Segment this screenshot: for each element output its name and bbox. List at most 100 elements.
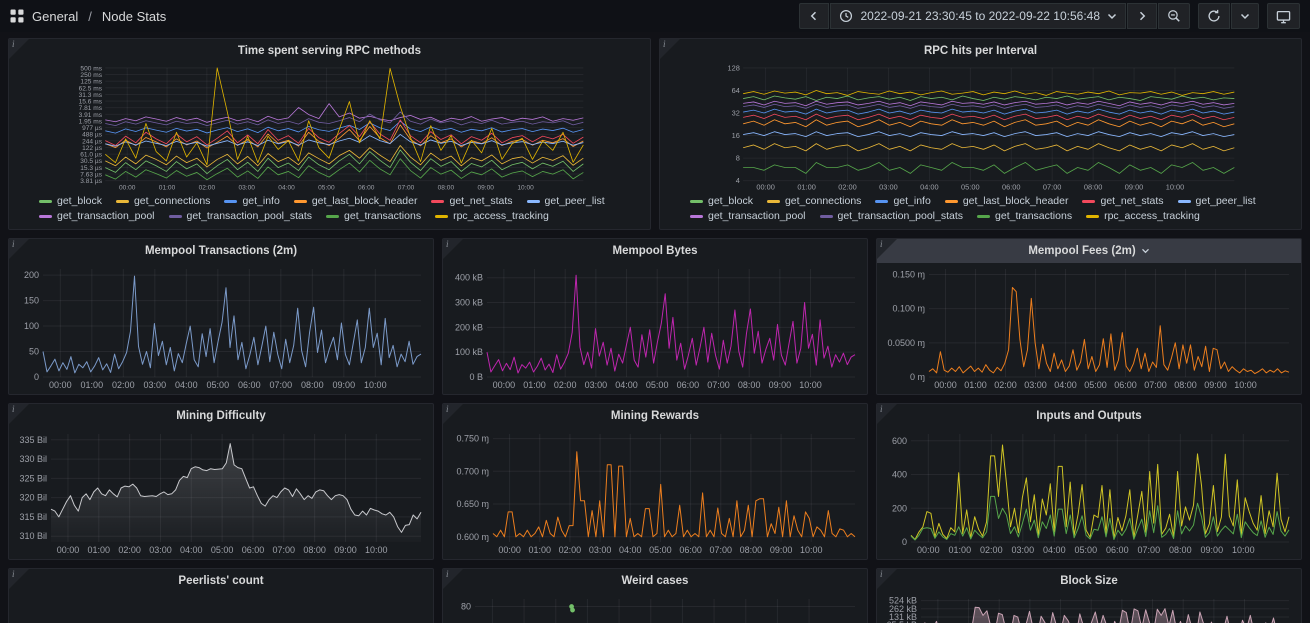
svg-text:0: 0 — [902, 537, 907, 547]
legend-item-get_transactions[interactable]: get_transactions — [326, 210, 421, 223]
zoom-out-time-button[interactable] — [1158, 3, 1190, 29]
legend-item-rpc_access_tracking[interactable]: rpc_access_tracking — [1086, 210, 1200, 223]
kiosk-mode-button[interactable] — [1267, 3, 1300, 29]
svg-text:01:00: 01:00 — [523, 380, 546, 390]
panel-info-icon[interactable]: i — [660, 39, 680, 59]
panel-info-icon[interactable]: i — [877, 404, 897, 424]
legend-item-rpc_access_tracking[interactable]: rpc_access_tracking — [435, 210, 549, 223]
svg-text:08:00: 08:00 — [1169, 545, 1192, 555]
svg-text:09:00: 09:00 — [769, 380, 792, 390]
legend-item-get_info[interactable]: get_info — [224, 195, 280, 208]
panel-header[interactable]: Mempool Fees (2m) — [877, 239, 1301, 263]
svg-text:01:00: 01:00 — [797, 183, 816, 192]
panel-info-icon[interactable]: i — [443, 239, 463, 259]
legend-swatch — [690, 200, 703, 203]
svg-text:300 kB: 300 kB — [455, 298, 483, 308]
rpc-hits-chart[interactable]: 00:00 01:00 02:00 03:00 04:00 05:00 06:00 07:00… — [664, 63, 1297, 193]
panel-info-icon[interactable]: i — [877, 569, 897, 589]
chevron-left-icon — [811, 11, 817, 21]
panel-header[interactable]: Mempool Transactions (2m) — [9, 239, 433, 263]
svg-text:320 Bil: 320 Bil — [19, 493, 47, 503]
time-shift-back-button[interactable] — [799, 3, 830, 29]
panel-info-icon[interactable]: i — [9, 39, 29, 59]
legend-item-get_net_stats[interactable]: get_net_stats — [1082, 195, 1164, 208]
svg-text:03:00: 03:00 — [585, 380, 608, 390]
svg-text:244 µs: 244 µs — [82, 138, 103, 145]
legend-label: get_net_stats — [1100, 195, 1164, 207]
svg-text:262 kB: 262 kB — [889, 604, 917, 614]
svg-text:03:00: 03:00 — [238, 185, 255, 192]
panel-info-icon[interactable]: i — [443, 404, 463, 424]
legend-item-get_last_block_header[interactable]: get_last_block_header — [293, 195, 417, 208]
legend-item-get_transaction_pool_stats[interactable]: get_transaction_pool_stats — [168, 210, 312, 223]
svg-text:06:00: 06:00 — [238, 380, 261, 390]
svg-text:06:00: 06:00 — [242, 545, 265, 555]
svg-text:00:00: 00:00 — [934, 380, 957, 390]
peerlists-count-chart[interactable] — [13, 593, 429, 623]
mempool-fees-chart[interactable]: 00:00 01:00 02:00 03:00 04:00 05:00 06:00 07:00… — [881, 263, 1297, 392]
svg-text:00:00: 00:00 — [756, 183, 775, 192]
svg-text:00:00: 00:00 — [57, 545, 80, 555]
legend-swatch — [977, 215, 991, 218]
legend-item-get_transaction_pool[interactable]: get_transaction_pool — [39, 210, 155, 223]
svg-text:02:00: 02:00 — [838, 183, 857, 192]
svg-text:05:00: 05:00 — [207, 380, 230, 390]
legend-item-get_peer_list[interactable]: get_peer_list — [1177, 195, 1256, 208]
legend-item-get_net_stats[interactable]: get_net_stats — [431, 195, 513, 208]
panel-info-icon[interactable]: i — [877, 239, 897, 259]
legend-item-get_transaction_pool[interactable]: get_transaction_pool — [690, 210, 806, 223]
legend-swatch — [1082, 200, 1096, 203]
panel-info-icon[interactable]: i — [443, 569, 463, 589]
legend-item-get_peer_list[interactable]: get_peer_list — [526, 195, 605, 208]
block-size-chart[interactable]: 00:0001:0002:0003:0004:0005:0006:0007:00… — [881, 593, 1297, 623]
panel-title: RPC hits per Interval — [923, 45, 1038, 57]
inputs-outputs-chart[interactable]: 00:00 01:00 02:00 03:00 04:00 05:00 06:00 07:00… — [881, 428, 1297, 557]
legend-item-get_connections[interactable]: get_connections — [115, 195, 210, 208]
time-shift-forward-button[interactable] — [1127, 3, 1157, 29]
legend-swatch — [526, 200, 540, 203]
panel-header[interactable]: Peerlists' count — [9, 569, 433, 593]
panel-header[interactable]: Mempool Bytes — [443, 239, 867, 263]
breadcrumb-folder[interactable]: General — [32, 8, 79, 24]
legend-item-get_last_block_header[interactable]: get_last_block_header — [944, 195, 1068, 208]
legend-swatch — [1177, 200, 1191, 203]
panel-info-icon[interactable]: i — [9, 239, 29, 259]
mining-difficulty-chart[interactable]: 00:00 01:00 02:00 03:00 04:00 05:00 06:00 07:00… — [13, 428, 429, 557]
svg-text:30.5 µs: 30.5 µs — [80, 158, 102, 165]
rpc-time-chart[interactable]: 00:00 01:00 02:00 03:00 04:00 05:00 06:00 07:00… — [13, 63, 646, 193]
legend-item-get_info[interactable]: get_info — [875, 195, 931, 208]
legend-item-get_transaction_pool_stats[interactable]: get_transaction_pool_stats — [819, 210, 963, 223]
svg-text:62.5 ms: 62.5 ms — [79, 85, 103, 92]
breadcrumb[interactable]: General / Node Stats — [10, 9, 166, 24]
panel-menu-caret-icon[interactable] — [1141, 248, 1150, 254]
legend-label: get_connections — [784, 195, 862, 207]
mempool-bytes-chart[interactable]: 00:00 01:00 02:00 03:00 04:00 05:00 06:00 07:00… — [447, 263, 863, 392]
svg-text:0 ɱ: 0 ɱ — [910, 372, 925, 382]
panel-info-icon[interactable]: i — [9, 569, 29, 589]
mempool-transactions-chart[interactable]: 00:00 01:00 02:00 03:00 04:00 05:00 06:00 07:00… — [13, 263, 429, 392]
legend-swatch — [168, 215, 182, 218]
refresh-button[interactable] — [1198, 3, 1230, 29]
svg-text:0.650 ɱ: 0.650 ɱ — [456, 499, 489, 509]
panel-header[interactable]: RPC hits per Interval — [660, 39, 1301, 63]
monitor-icon — [1276, 10, 1291, 23]
time-range-picker[interactable]: 2022-09-21 23:30:45 to 2022-09-22 10:56:… — [830, 3, 1126, 29]
legend-item-get_block[interactable]: get_block — [39, 195, 102, 208]
panel-header[interactable]: Time spent serving RPC methods — [9, 39, 650, 63]
weird-cases-chart[interactable]: 00:0001:0002:0003:0004:0005:0006:0007:00… — [447, 593, 863, 623]
panel-info-icon[interactable]: i — [9, 404, 29, 424]
refresh-interval-dropdown[interactable] — [1231, 3, 1259, 29]
svg-text:02:00: 02:00 — [994, 380, 1017, 390]
mining-rewards-chart[interactable]: 00:00 01:00 02:00 03:00 04:00 05:00 06:00 07:00… — [447, 428, 863, 557]
svg-text:03:00: 03:00 — [1012, 545, 1035, 555]
legend-item-get_block[interactable]: get_block — [690, 195, 753, 208]
panel-header[interactable]: Mining Rewards — [443, 404, 867, 428]
svg-text:02:00: 02:00 — [554, 380, 577, 390]
legend-swatch — [690, 215, 703, 218]
panel-header[interactable]: Block Size — [877, 569, 1301, 593]
panel-header[interactable]: Inputs and Outputs — [877, 404, 1301, 428]
legend-item-get_connections[interactable]: get_connections — [766, 195, 862, 208]
legend-item-get_transactions[interactable]: get_transactions — [977, 210, 1072, 223]
panel-header[interactable]: Weird cases — [443, 569, 867, 593]
panel-header[interactable]: Mining Difficulty — [9, 404, 433, 428]
